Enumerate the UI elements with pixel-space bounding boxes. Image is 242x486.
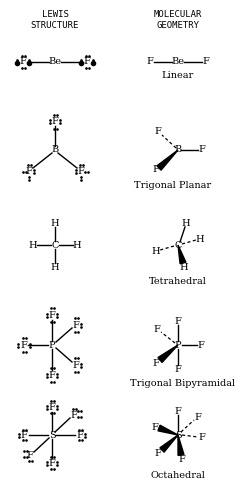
Text: F: F [174, 316, 182, 326]
Text: H: H [73, 241, 81, 249]
Text: F: F [26, 168, 32, 176]
Text: S: S [175, 431, 181, 439]
Text: F: F [152, 359, 159, 367]
Polygon shape [158, 425, 178, 435]
Text: F: F [27, 451, 33, 459]
Text: H: H [29, 241, 37, 249]
Text: F: F [49, 458, 55, 468]
Text: F: F [73, 320, 79, 330]
Text: P: P [175, 341, 181, 349]
Text: F: F [199, 433, 205, 441]
Text: F: F [76, 431, 83, 439]
Text: F: F [49, 370, 55, 380]
Text: P: P [49, 341, 55, 349]
Text: F: F [199, 145, 205, 155]
Text: C: C [174, 241, 182, 249]
Text: F: F [195, 413, 201, 421]
Text: Be: Be [172, 57, 184, 67]
Text: F: F [83, 57, 91, 67]
Text: F: F [52, 118, 58, 126]
Text: F: F [151, 422, 159, 432]
Text: Octahedral: Octahedral [151, 470, 205, 480]
Text: F: F [179, 454, 185, 464]
Text: H: H [196, 235, 204, 243]
Text: Tetrahedral: Tetrahedral [149, 277, 207, 285]
Text: F: F [197, 341, 204, 349]
Text: F: F [78, 168, 84, 176]
Polygon shape [157, 150, 178, 170]
Polygon shape [178, 435, 184, 455]
Text: H: H [182, 219, 190, 227]
Text: C: C [51, 241, 59, 249]
Text: F: F [49, 311, 55, 319]
Text: F: F [155, 127, 161, 137]
Text: H: H [51, 262, 59, 272]
Text: MOLECULAR
GEOMETRY: MOLECULAR GEOMETRY [154, 10, 202, 30]
Text: F: F [21, 341, 27, 349]
Text: F: F [20, 57, 26, 67]
Text: H: H [51, 219, 59, 227]
Text: F: F [147, 57, 153, 67]
Text: F: F [154, 325, 160, 333]
Text: Trigonal Bipyramidal: Trigonal Bipyramidal [130, 379, 235, 387]
Polygon shape [178, 245, 186, 264]
Text: H: H [152, 246, 160, 256]
Text: F: F [174, 406, 182, 416]
Text: F: F [21, 431, 27, 439]
Text: B: B [51, 145, 59, 155]
Text: S: S [49, 431, 55, 439]
Text: Linear: Linear [162, 71, 194, 81]
Text: F: F [71, 411, 77, 419]
Text: F: F [152, 166, 159, 174]
Text: Trigonal Planar: Trigonal Planar [135, 180, 212, 190]
Text: B: B [174, 145, 182, 155]
Text: H: H [180, 262, 188, 272]
Text: F: F [155, 449, 161, 457]
Text: F: F [73, 361, 79, 369]
Text: F: F [203, 57, 209, 67]
Polygon shape [158, 345, 178, 363]
Text: F: F [49, 402, 55, 412]
Text: LEWIS
STRUCTURE: LEWIS STRUCTURE [31, 10, 79, 30]
Text: Be: Be [48, 57, 61, 67]
Text: F: F [174, 364, 182, 374]
Polygon shape [160, 435, 178, 452]
